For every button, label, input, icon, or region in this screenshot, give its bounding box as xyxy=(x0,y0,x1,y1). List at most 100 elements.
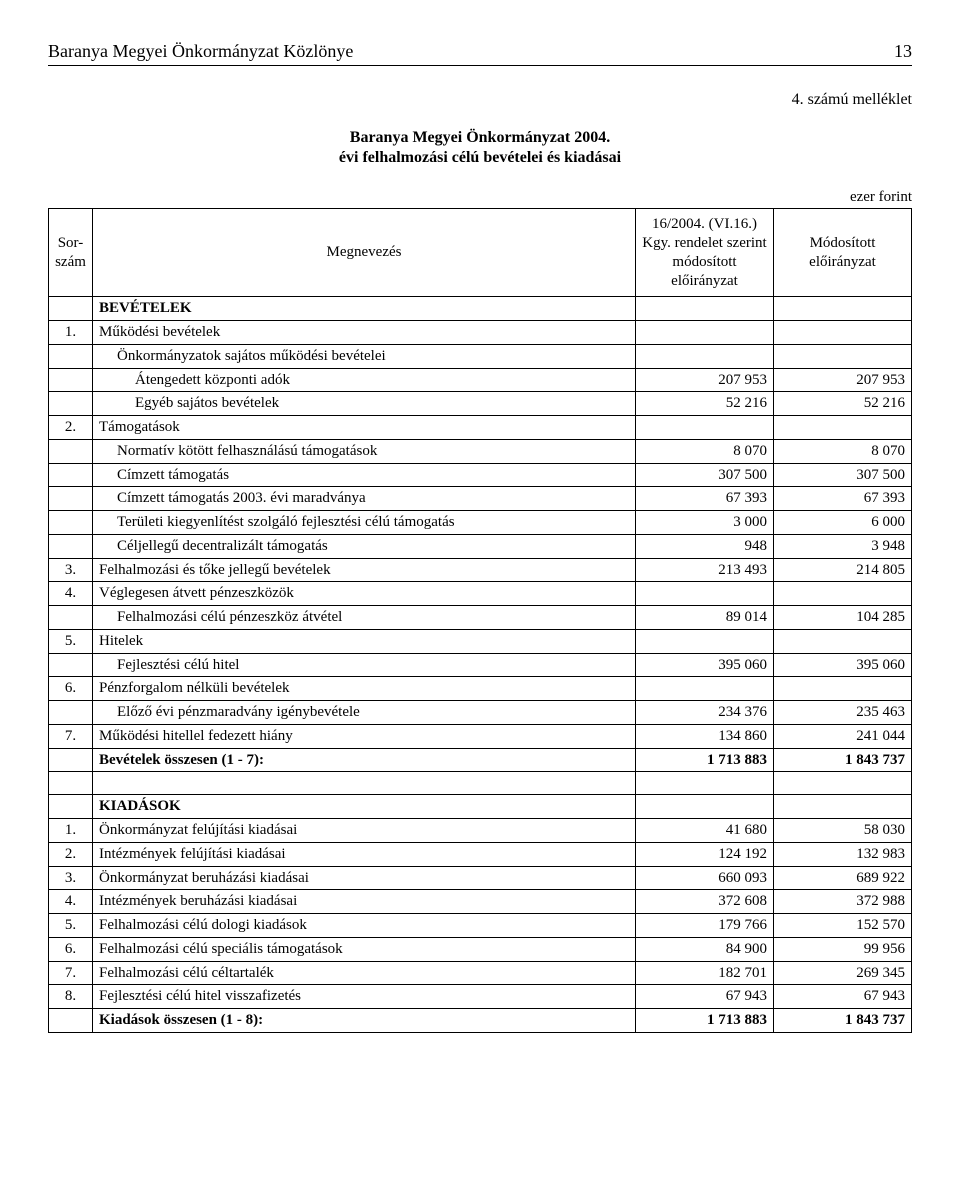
row-value-mod: 58 030 xyxy=(774,819,912,843)
table-row: Normatív kötött felhasználású támogatáso… xyxy=(49,439,912,463)
row-desc: Működési bevételek xyxy=(93,321,636,345)
row-value-prev: 67 943 xyxy=(636,985,774,1009)
row-value-prev: 182 701 xyxy=(636,961,774,985)
row-value-prev xyxy=(636,321,774,345)
row-number: 3. xyxy=(49,866,93,890)
row-number xyxy=(49,487,93,511)
row-value-prev: 207 953 xyxy=(636,368,774,392)
row-value-prev: 67 393 xyxy=(636,487,774,511)
row-desc: Önkormányzat felújítási kiadásai xyxy=(93,819,636,843)
row-value-mod: 235 463 xyxy=(774,701,912,725)
col-sorszam: Sor- szám xyxy=(49,209,93,297)
row-value-mod: 307 500 xyxy=(774,463,912,487)
row-desc: Bevételek összesen (1 - 7): xyxy=(93,748,636,772)
row-desc: Pénzforgalom nélküli bevételek xyxy=(93,677,636,701)
table-row: 5.Felhalmozási célú dologi kiadások179 7… xyxy=(49,914,912,938)
row-number xyxy=(49,1009,93,1033)
row-value-prev: 1 713 883 xyxy=(636,1009,774,1033)
table-row: 1.Működési bevételek xyxy=(49,321,912,345)
subtitle-line2: évi felhalmozási célú bevételei és kiadá… xyxy=(48,148,912,168)
row-desc: Fejlesztési célú hitel visszafizetés xyxy=(93,985,636,1009)
subtitle-line1: Baranya Megyei Önkormányzat 2004. xyxy=(48,128,912,148)
row-value-prev xyxy=(636,677,774,701)
row-value-prev xyxy=(636,416,774,440)
table-spacer xyxy=(49,772,912,795)
row-number xyxy=(49,511,93,535)
row-value-mod: 6 000 xyxy=(774,511,912,535)
row-value-mod: 214 805 xyxy=(774,558,912,582)
row-value-prev: 124 192 xyxy=(636,842,774,866)
row-desc: Területi kiegyenlítést szolgáló fejleszt… xyxy=(93,511,636,535)
row-number xyxy=(49,463,93,487)
row-value-mod xyxy=(774,344,912,368)
table-row: 4.Intézmények beruházási kiadásai372 608… xyxy=(49,890,912,914)
row-value-prev: 234 376 xyxy=(636,701,774,725)
row-desc: Címzett támogatás xyxy=(93,463,636,487)
row-number: 7. xyxy=(49,724,93,748)
row-value-prev: 213 493 xyxy=(636,558,774,582)
financial-table: Sor- szám Megnevezés 16/2004. (VI.16.) K… xyxy=(48,208,912,1033)
row-desc: Címzett támogatás 2003. évi maradványa xyxy=(93,487,636,511)
row-number: 1. xyxy=(49,819,93,843)
table-row: 3.Önkormányzat beruházási kiadásai660 09… xyxy=(49,866,912,890)
row-number: 5. xyxy=(49,914,93,938)
row-value-mod xyxy=(774,416,912,440)
row-desc: Támogatások xyxy=(93,416,636,440)
subtitle: Baranya Megyei Önkormányzat 2004. évi fe… xyxy=(48,128,912,168)
row-desc: Fejlesztési célú hitel xyxy=(93,653,636,677)
row-value-mod: 269 345 xyxy=(774,961,912,985)
row-value-mod: 3 948 xyxy=(774,534,912,558)
row-desc: Céljellegű decentralizált támogatás xyxy=(93,534,636,558)
row-number xyxy=(49,439,93,463)
row-number: 5. xyxy=(49,629,93,653)
section-title: KIADÁSOK xyxy=(93,795,636,819)
row-desc: Felhalmozási célú speciális támogatások xyxy=(93,937,636,961)
row-number: 8. xyxy=(49,985,93,1009)
col-megnevezes: Megnevezés xyxy=(93,209,636,297)
row-value-mod: 8 070 xyxy=(774,439,912,463)
row-value-prev: 8 070 xyxy=(636,439,774,463)
row-number xyxy=(49,653,93,677)
row-value-mod: 132 983 xyxy=(774,842,912,866)
row-value-mod: 1 843 737 xyxy=(774,748,912,772)
table-row: 3.Felhalmozási és tőke jellegű bevételek… xyxy=(49,558,912,582)
row-value-mod: 104 285 xyxy=(774,606,912,630)
table-row: 6.Pénzforgalom nélküli bevételek xyxy=(49,677,912,701)
row-number xyxy=(49,701,93,725)
row-desc: Normatív kötött felhasználású támogatáso… xyxy=(93,439,636,463)
row-value-mod xyxy=(774,321,912,345)
table-row: 5.Hitelek xyxy=(49,629,912,653)
table-row: Területi kiegyenlítést szolgáló fejleszt… xyxy=(49,511,912,535)
page-header: Baranya Megyei Önkormányzat Közlönye 13 xyxy=(48,40,912,66)
row-value-mod xyxy=(774,629,912,653)
row-desc: Felhalmozási és tőke jellegű bevételek xyxy=(93,558,636,582)
table-row: Önkormányzatok sajátos működési bevétele… xyxy=(49,344,912,368)
table-row: Címzett támogatás307 500307 500 xyxy=(49,463,912,487)
table-row: 2.Intézmények felújítási kiadásai124 192… xyxy=(49,842,912,866)
row-number: 7. xyxy=(49,961,93,985)
row-number: 4. xyxy=(49,582,93,606)
row-value-prev: 89 014 xyxy=(636,606,774,630)
row-number: 6. xyxy=(49,937,93,961)
row-value-prev: 948 xyxy=(636,534,774,558)
row-value-prev: 179 766 xyxy=(636,914,774,938)
row-desc: Előző évi pénzmaradvány igénybevétele xyxy=(93,701,636,725)
section-title: BEVÉTELEK xyxy=(93,297,636,321)
row-desc: Hitelek xyxy=(93,629,636,653)
row-value-mod: 67 393 xyxy=(774,487,912,511)
row-number: 2. xyxy=(49,416,93,440)
table-row: Fejlesztési célú hitel395 060395 060 xyxy=(49,653,912,677)
table-header-row: Sor- szám Megnevezés 16/2004. (VI.16.) K… xyxy=(49,209,912,297)
row-desc: Véglegesen átvett pénzeszközök xyxy=(93,582,636,606)
row-number xyxy=(49,534,93,558)
table-row: 2.Támogatások xyxy=(49,416,912,440)
row-value-mod: 152 570 xyxy=(774,914,912,938)
row-desc: Átengedett központi adók xyxy=(93,368,636,392)
row-value-prev: 134 860 xyxy=(636,724,774,748)
page-number: 13 xyxy=(894,40,912,63)
row-number: 2. xyxy=(49,842,93,866)
row-desc: Intézmények beruházási kiadásai xyxy=(93,890,636,914)
row-desc: Felhalmozási célú dologi kiadások xyxy=(93,914,636,938)
section-header-bevetelek: BEVÉTELEK xyxy=(49,297,912,321)
row-value-prev: 1 713 883 xyxy=(636,748,774,772)
